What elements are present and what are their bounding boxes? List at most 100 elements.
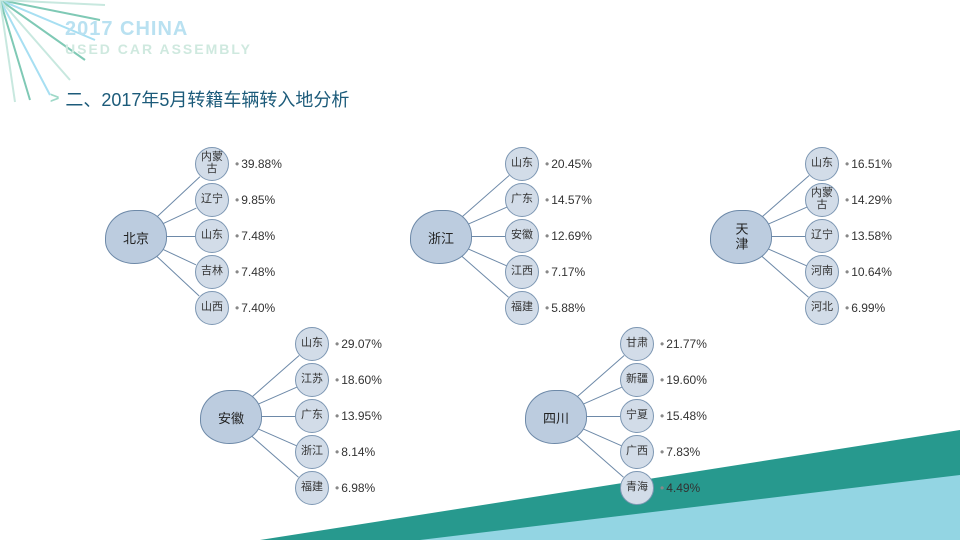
node-sichuan-3: 广西 7.83% <box>620 435 700 469</box>
node-label: 山东 <box>295 327 329 361</box>
node-percent: 7.48% <box>235 265 275 279</box>
node-anhui-4: 福建 6.98% <box>295 471 375 505</box>
node-anhui-1: 江苏 18.60% <box>295 363 382 397</box>
node-label: 浙江 <box>295 435 329 469</box>
connector-line <box>465 207 507 226</box>
node-label: 江苏 <box>295 363 329 397</box>
node-label: 内蒙古 <box>805 183 839 217</box>
node-percent: 12.69% <box>545 229 592 243</box>
node-label: 山东 <box>195 219 229 253</box>
node-percent: 19.60% <box>660 373 707 387</box>
page-title: 二、2017年5月转籍车辆转入地分析 <box>65 86 349 112</box>
node-percent: 10.64% <box>845 265 892 279</box>
connector-line <box>257 416 295 417</box>
node-sichuan-4: 青海 4.49% <box>620 471 700 505</box>
node-zhejiang-1: 广东 14.57% <box>505 183 592 217</box>
header-block: 2017 CHINA USED CAR ASSEMBLY <box>65 18 252 57</box>
slide: 2017 CHINA USED CAR ASSEMBLY > 二、2017年5月… <box>0 0 960 540</box>
node-percent: 7.83% <box>660 445 700 459</box>
connector-line <box>575 434 625 478</box>
node-label: 江西 <box>505 255 539 289</box>
node-tianjin-4: 河北 6.99% <box>805 291 885 325</box>
node-label: 辽宁 <box>195 183 229 217</box>
node-zhejiang-3: 江西 7.17% <box>505 255 585 289</box>
node-percent: 16.51% <box>845 157 892 171</box>
node-label: 宁夏 <box>620 399 654 433</box>
node-sichuan-2: 宁夏 15.48% <box>620 399 707 433</box>
connector-line <box>250 434 300 478</box>
connector-line <box>155 176 201 219</box>
connector-line <box>255 387 297 406</box>
connector-line <box>765 207 807 226</box>
node-percent: 14.57% <box>545 193 592 207</box>
node-beijing-0: 内蒙古 39.88% <box>195 147 282 181</box>
node-label: 河南 <box>805 255 839 289</box>
node-sichuan-0: 甘肃21.77% <box>620 327 707 361</box>
footer-triangles-decoration <box>0 420 960 540</box>
node-label: 福建 <box>505 291 539 325</box>
node-percent: 15.48% <box>660 409 707 423</box>
node-percent: 39.88% <box>235 157 282 171</box>
hub-tianjin: 天津 <box>710 210 772 264</box>
node-tianjin-2: 辽宁 13.58% <box>805 219 892 253</box>
header-line2: USED CAR ASSEMBLY <box>65 41 252 57</box>
node-percent: 5.88% <box>545 301 585 315</box>
node-anhui-2: 广东13.95% <box>295 399 382 433</box>
node-label: 内蒙古 <box>195 147 229 181</box>
node-percent: 7.17% <box>545 265 585 279</box>
hub-zhejiang: 浙江 <box>410 210 472 264</box>
node-percent: 13.95% <box>335 409 382 423</box>
node-label: 新疆 <box>620 363 654 397</box>
connector-line <box>460 175 510 219</box>
connector-line <box>467 236 505 237</box>
chevron-icon: > <box>50 90 59 108</box>
node-percent: 14.29% <box>845 193 892 207</box>
node-percent: 7.40% <box>235 301 275 315</box>
node-beijing-1: 辽宁 9.85% <box>195 183 275 217</box>
node-zhejiang-2: 安徽 12.69% <box>505 219 592 253</box>
node-percent: 9.85% <box>235 193 275 207</box>
node-percent: 7.48% <box>235 229 275 243</box>
node-label: 安徽 <box>505 219 539 253</box>
connector-line <box>760 175 810 219</box>
connector-line <box>580 387 622 406</box>
node-tianjin-1: 内蒙古 14.29% <box>805 183 892 217</box>
connector-line <box>250 355 300 399</box>
node-label: 甘肃 <box>620 327 654 361</box>
node-label: 青海 <box>620 471 654 505</box>
title-row: > 二、2017年5月转籍车辆转入地分析 <box>50 86 349 112</box>
node-sichuan-1: 新疆 19.60% <box>620 363 707 397</box>
node-anhui-0: 山东29.07% <box>295 327 382 361</box>
connector-line <box>767 236 805 237</box>
node-percent: 4.49% <box>660 481 700 495</box>
node-label: 辽宁 <box>805 219 839 253</box>
node-beijing-3: 吉林 7.48% <box>195 255 275 289</box>
connector-line <box>575 355 625 399</box>
node-label: 河北 <box>805 291 839 325</box>
header-line1: 2017 CHINA <box>65 18 252 41</box>
node-label: 福建 <box>295 471 329 505</box>
hub-anhui: 安徽 <box>200 390 262 444</box>
node-percent: 13.58% <box>845 229 892 243</box>
node-label: 山西 <box>195 291 229 325</box>
node-percent: 18.60% <box>335 373 382 387</box>
connector-line <box>582 416 620 417</box>
node-tianjin-0: 山东 16.51% <box>805 147 892 181</box>
node-beijing-4: 山西 7.40% <box>195 291 275 325</box>
node-label: 山东 <box>505 147 539 181</box>
node-label: 广东 <box>505 183 539 217</box>
node-label: 广西 <box>620 435 654 469</box>
node-label: 吉林 <box>195 255 229 289</box>
node-percent: 8.14% <box>335 445 375 459</box>
node-anhui-3: 浙江 8.14% <box>295 435 375 469</box>
connector-line <box>154 254 200 297</box>
node-percent: 6.98% <box>335 481 375 495</box>
node-zhejiang-0: 山东 20.45% <box>505 147 592 181</box>
node-percent: 20.45% <box>545 157 592 171</box>
node-percent: 6.99% <box>845 301 885 315</box>
node-zhejiang-4: 福建 5.88% <box>505 291 585 325</box>
node-beijing-2: 山东 7.48% <box>195 219 275 253</box>
hub-beijing: 北京 <box>105 210 167 264</box>
hub-sichuan: 四川 <box>525 390 587 444</box>
node-label: 山东 <box>805 147 839 181</box>
